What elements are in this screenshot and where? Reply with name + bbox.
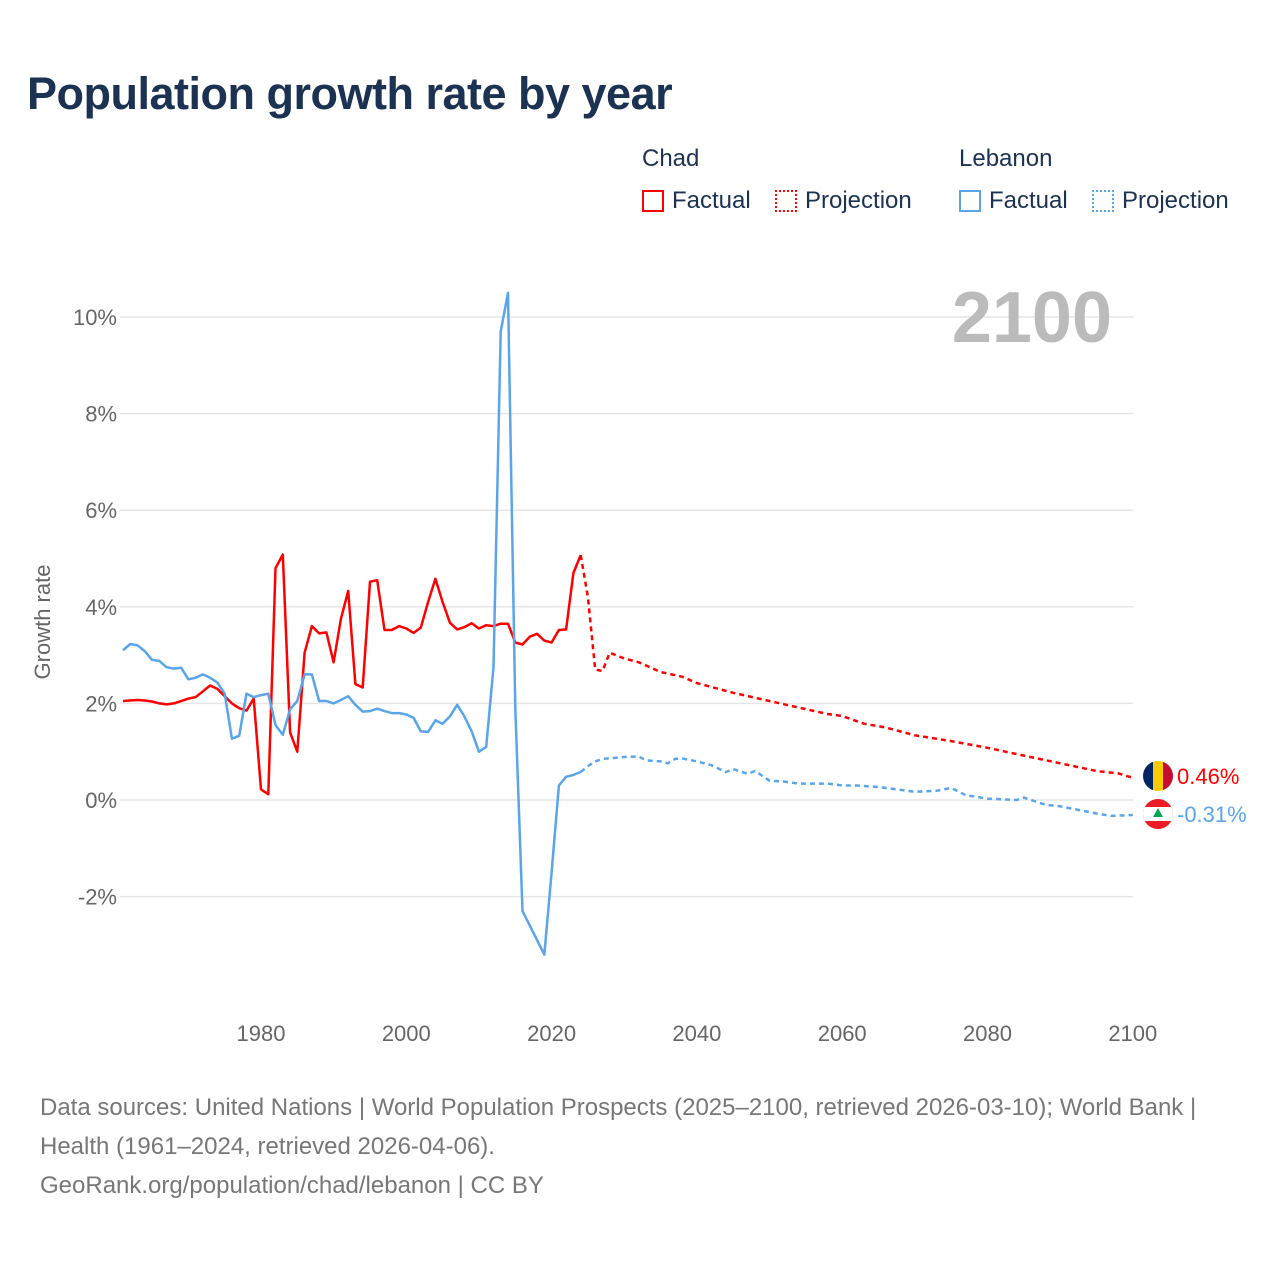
y-tick-label: -2% <box>78 885 117 910</box>
x-tick-label: 1980 <box>237 1021 286 1046</box>
legend-label: Factual <box>989 187 1068 214</box>
x-tick-label: 2060 <box>818 1021 867 1046</box>
x-tick-label: 2000 <box>382 1021 431 1046</box>
legend-lebanon-name: Lebanon <box>959 145 1053 172</box>
chad-flag-icon <box>1143 761 1173 791</box>
legend-lebanon-projection[interactable]: Projection <box>1092 187 1229 215</box>
dotted-swatch-icon <box>775 190 797 212</box>
x-tick-label: 2100 <box>1108 1021 1157 1046</box>
solid-swatch-icon <box>959 190 981 212</box>
source-link[interactable]: GeoRank.org/population/chad/lebanon | CC… <box>40 1172 544 1199</box>
lebanon-end-label: -0.31% <box>1177 802 1247 827</box>
year-watermark: 2100 <box>952 278 1112 358</box>
end-markers: 0.46% -0.31% <box>1143 761 1247 829</box>
legend-label: Projection <box>805 187 912 214</box>
y-tick-label: 10% <box>73 305 117 330</box>
legend-label: Factual <box>672 187 751 214</box>
chad-factual-line <box>122 553 582 796</box>
x-tick-label: 2040 <box>672 1021 721 1046</box>
y-axis-label: Growth rate <box>30 565 55 680</box>
legend-chad-name: Chad <box>642 145 700 172</box>
cedar-icon <box>1153 808 1163 817</box>
lebanon-projection-line <box>579 755 1133 818</box>
dotted-swatch-icon <box>1092 190 1114 212</box>
legend-lebanon-factual[interactable]: Factual <box>959 187 1068 215</box>
legend-chad-projection[interactable]: Projection <box>775 187 912 215</box>
flag-stripe <box>1153 761 1163 791</box>
flag <box>1143 761 1173 791</box>
data-sources: Data sources: United Nations | World Pop… <box>40 1094 1197 1160</box>
footer: Data sources: United Nations | World Pop… <box>40 1088 1240 1205</box>
chart-area: -2% 0% 2% 4% 6% 8% 10% 1980 2000 2020 2040 2060 2080… <box>30 278 1247 1046</box>
flag <box>1143 799 1173 829</box>
y-tick-label: 0% <box>85 788 117 813</box>
lebanon-flag-icon <box>1143 799 1173 829</box>
y-tick-label: 4% <box>85 595 117 620</box>
y-tick-label: 2% <box>85 691 117 716</box>
lebanon-factual-line <box>122 291 582 956</box>
x-tick-label: 2080 <box>963 1021 1012 1046</box>
x-tick-label: 2020 <box>527 1021 576 1046</box>
chart-title: Population growth rate by year <box>27 68 673 119</box>
flag-stripe <box>1143 761 1153 791</box>
series-lines <box>122 291 1134 956</box>
chad-end-label: 0.46% <box>1177 764 1239 789</box>
solid-swatch-icon <box>642 190 664 212</box>
legend-chad-factual[interactable]: Factual <box>642 187 751 215</box>
y-tick-label: 6% <box>85 498 117 523</box>
legend-label: Projection <box>1122 187 1229 214</box>
chad-projection-line <box>579 554 1134 779</box>
y-tick-label: 8% <box>85 402 117 427</box>
flag-stripe <box>1163 761 1173 791</box>
gridlines: -2% 0% 2% 4% 6% 8% 10% 1980 2000 2020 2040 2060 2080… <box>73 305 1157 1046</box>
